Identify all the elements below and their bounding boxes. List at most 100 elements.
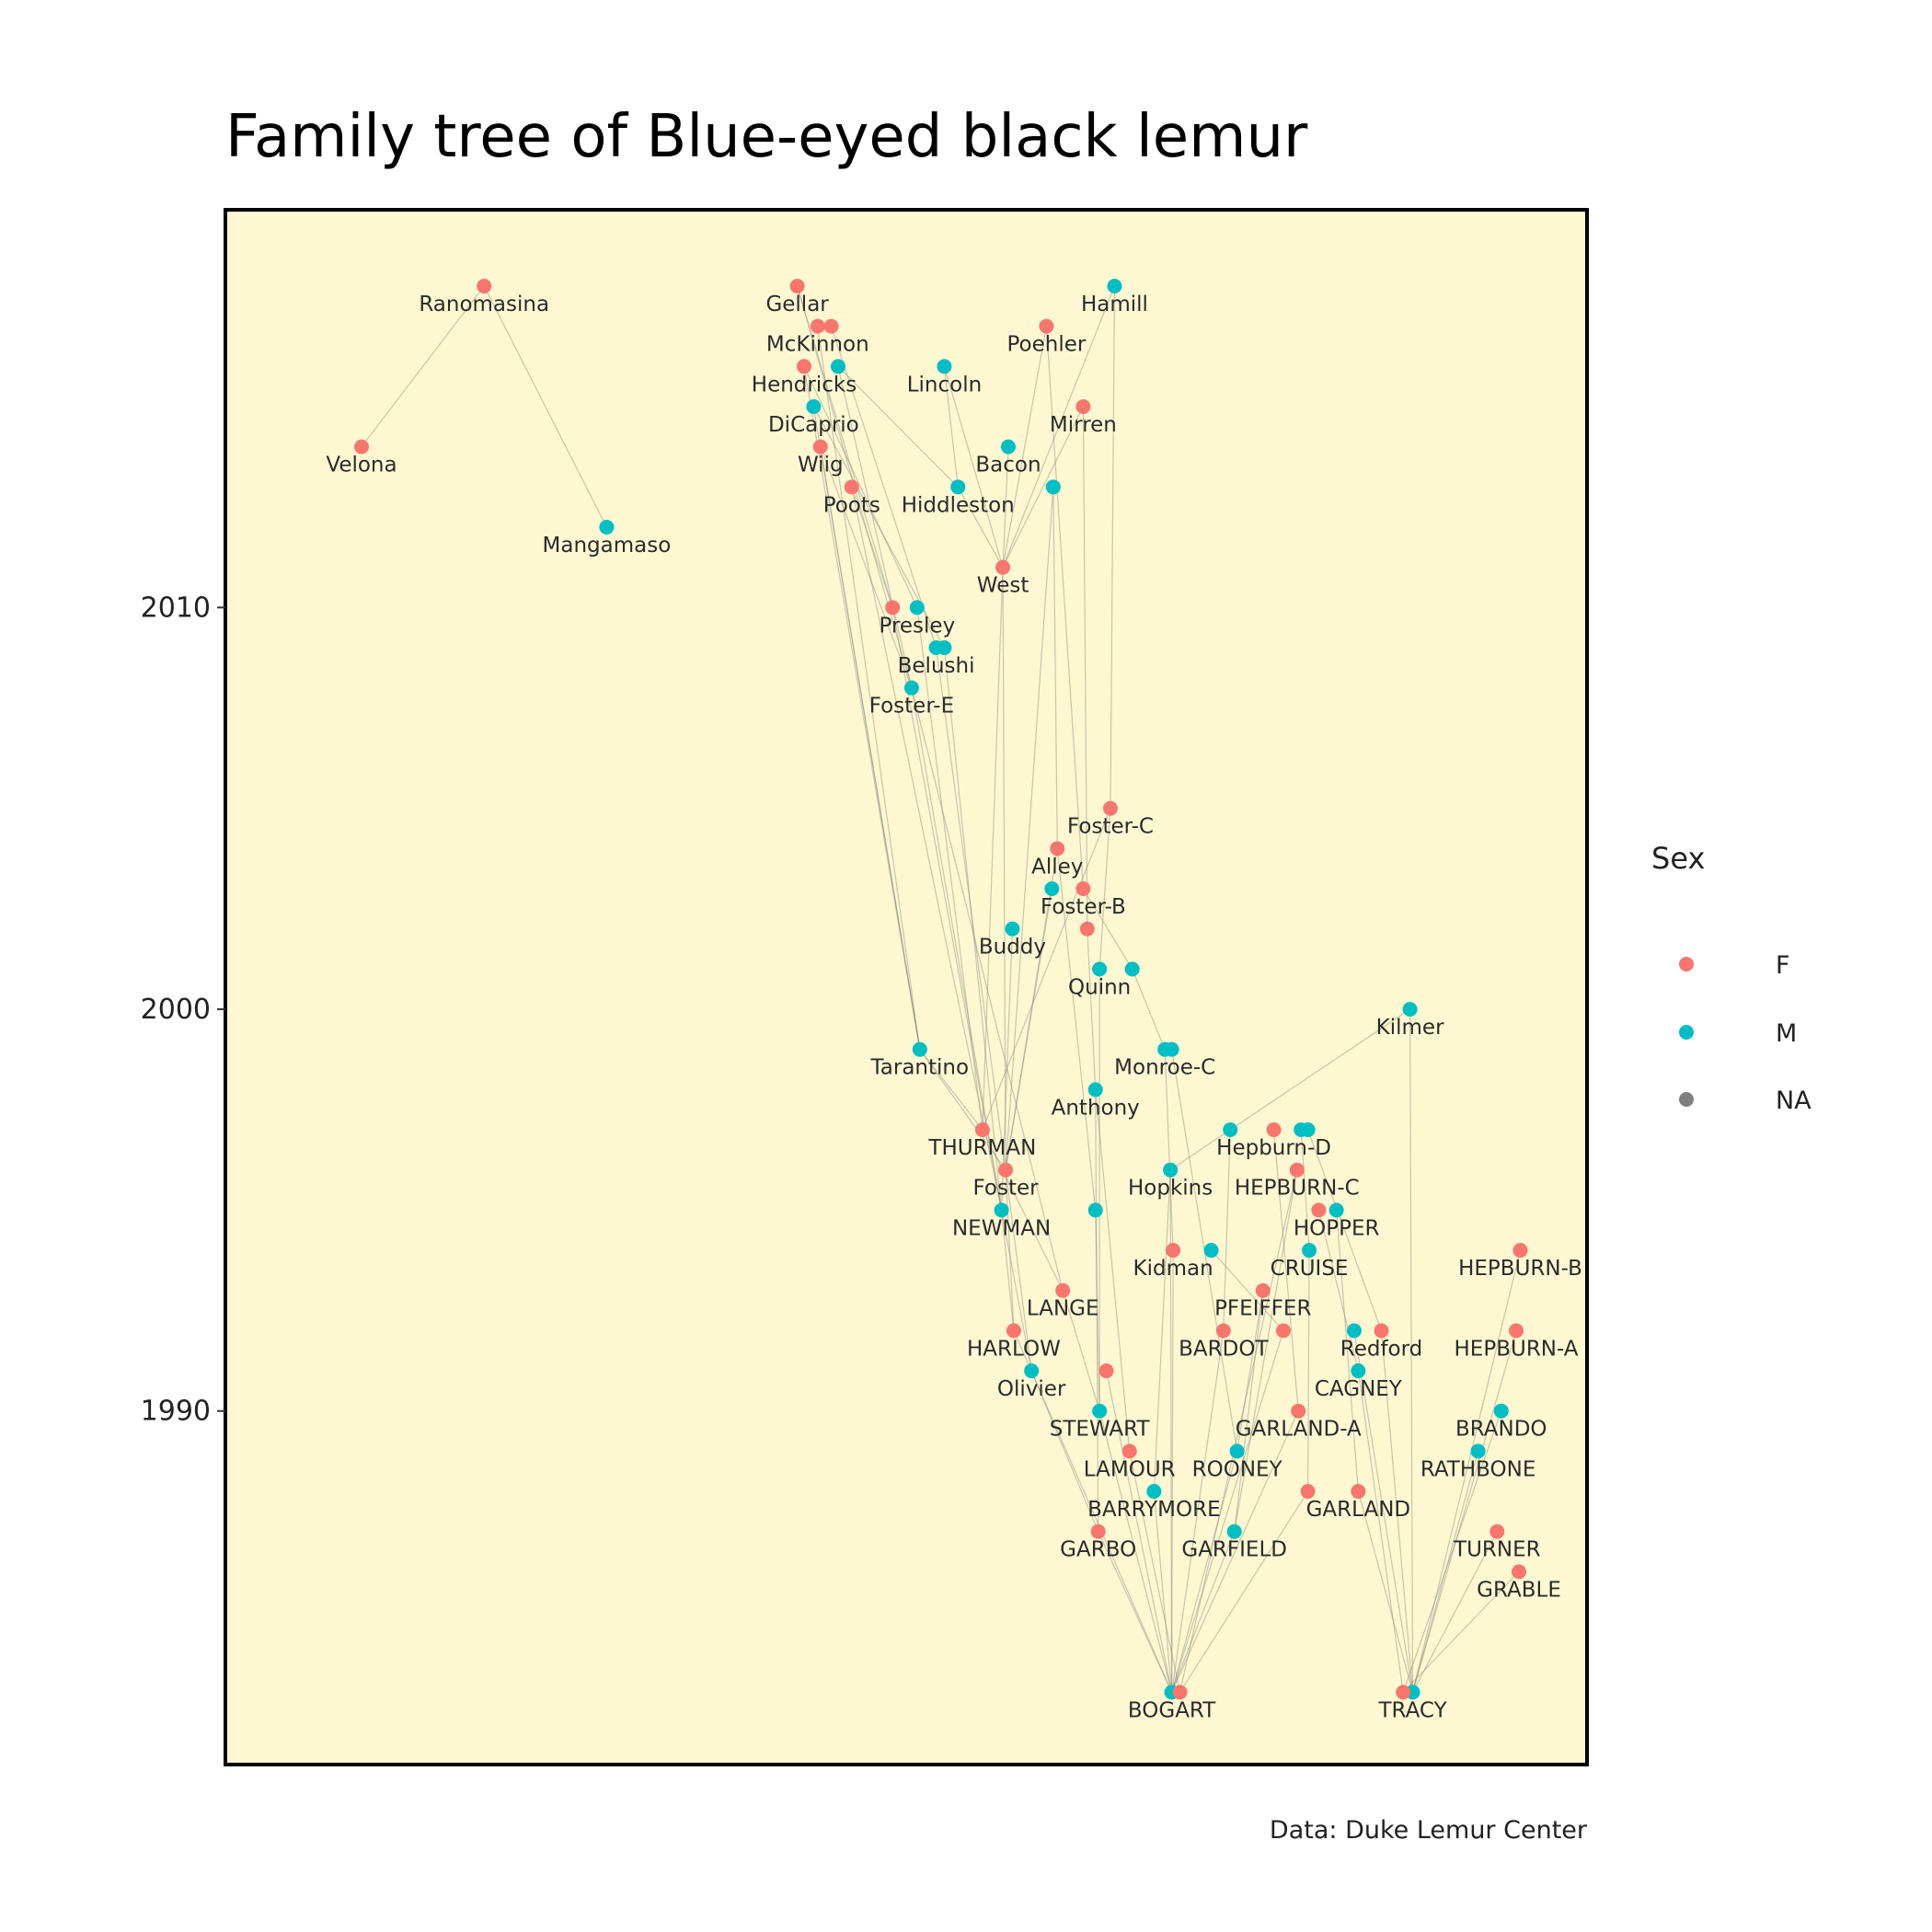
pedigree-edge	[982, 567, 1004, 1131]
pedigree-edge	[1002, 285, 1115, 568]
plot-border	[224, 208, 1589, 1766]
pedigree-edge	[797, 285, 893, 608]
pedigree-edge	[1171, 1451, 1238, 1693]
lemur-name-label: Alley	[1031, 855, 1083, 879]
lemur-name-label: McKinnon	[766, 333, 869, 357]
lemur-point	[1374, 1323, 1389, 1339]
y-tick-label: 1990	[141, 1396, 211, 1428]
lemur-name-label: Gellar	[765, 293, 829, 316]
lemur-point	[885, 600, 901, 615]
lemur-point	[844, 479, 859, 495]
lemur-point	[1163, 1162, 1179, 1178]
pedigree-edge	[1412, 1531, 1498, 1693]
lemur-point	[1509, 1323, 1524, 1339]
lemur-name-label: HEPBURN-A	[1455, 1337, 1579, 1361]
pedigree-edge	[1001, 1210, 1032, 1372]
lemur-name-label: LANGE	[1027, 1297, 1099, 1321]
pedigree-edges	[361, 285, 1522, 1693]
lemur-name-label: BOGART	[1128, 1698, 1216, 1722]
lemur-name-label: Quinn	[1068, 975, 1131, 999]
lemur-point	[1050, 841, 1065, 857]
lemur-name-label: GARBO	[1060, 1538, 1136, 1562]
lemur-point	[1215, 1323, 1231, 1339]
lemur-name-label: PFEIFFER	[1214, 1297, 1311, 1321]
lemur-point	[1203, 1243, 1219, 1259]
lemur-point	[1146, 1484, 1162, 1500]
lemur-name-label: Ranomasina	[419, 293, 549, 316]
lemur-point	[912, 1041, 927, 1057]
node-labels: Ranomasina Velona Mangamaso Gellar McKinnon H…	[326, 293, 1581, 1722]
pedigree-edge	[1353, 1330, 1414, 1693]
pedigree-edge	[1171, 1330, 1284, 1693]
pedigree-edge	[1110, 285, 1116, 809]
lemur-name-label: Poots	[823, 493, 880, 517]
lemur-point	[831, 359, 845, 374]
legend-swatch-f	[1679, 957, 1694, 972]
pedigree-edge	[1005, 487, 1054, 1170]
plot-panel	[225, 210, 1587, 1765]
pedigree-edge	[1087, 928, 1097, 1090]
pedigree-edge	[1234, 1169, 1298, 1532]
lemur-name-label: Redford	[1340, 1337, 1423, 1361]
pedigree-edge	[1300, 1129, 1310, 1251]
lemur-name-label: THURMAN	[927, 1136, 1036, 1160]
pedigree-edge	[916, 607, 983, 1131]
legend-label-na: NA	[1776, 1087, 1811, 1115]
pedigree-edge	[1098, 1410, 1173, 1693]
lemur-point	[1075, 881, 1091, 897]
lemur-point	[1255, 1282, 1271, 1298]
pedigree-edge	[1045, 326, 1084, 890]
lemur-name-label: Mangamaso	[543, 534, 672, 558]
lemur-point	[810, 318, 825, 334]
pedigree-edge	[1179, 1490, 1309, 1693]
pedigree-edge	[361, 285, 485, 448]
pedigree-edge	[982, 808, 1111, 1131]
pedigree-edge	[919, 1049, 1006, 1171]
pedigree-edge	[1005, 848, 1058, 1170]
lemur-name-label: Velona	[326, 454, 397, 477]
pedigree-edge	[1380, 1330, 1414, 1693]
lemur-point	[1351, 1484, 1366, 1500]
lemur-point	[1470, 1443, 1486, 1459]
pedigree-edge	[1171, 1531, 1236, 1693]
lemur-point	[1087, 1202, 1103, 1218]
lemur-name-label: Hepburn-D	[1216, 1136, 1331, 1160]
lemur-name-label: Foster-C	[1067, 815, 1154, 839]
pedigree-edge	[1171, 1410, 1299, 1693]
pedigree-edge	[1236, 1290, 1264, 1452]
pedigree-edge	[1098, 1531, 1173, 1693]
pedigree-edge	[1095, 1210, 1100, 1411]
pedigree-edge	[891, 607, 1003, 1211]
lemur-name-label: TRACY	[1377, 1698, 1447, 1722]
lemur-point	[1346, 1323, 1362, 1339]
pedigree-edge	[1105, 1370, 1173, 1693]
lemur-name-label: Bacon	[975, 454, 1041, 477]
lemur-point	[797, 359, 811, 374]
lemur-point	[599, 519, 615, 535]
pedigree-edge	[1411, 1249, 1522, 1693]
lemur-point	[1512, 1564, 1526, 1580]
lemur-point	[1087, 1082, 1103, 1098]
pedigree-edge	[1317, 1210, 1359, 1372]
lemur-point	[823, 318, 839, 334]
pedigree-edge	[1132, 969, 1166, 1050]
lemur-name-label: BARRYMORE	[1087, 1498, 1221, 1522]
lemur-name-label: Foster-E	[869, 695, 954, 719]
lemur-point	[1044, 881, 1060, 897]
lemur-point	[1024, 1363, 1040, 1379]
lemur-name-label: GARFIELD	[1181, 1538, 1287, 1562]
pedigree-nodes	[354, 278, 1528, 1700]
lemur-point	[995, 559, 1011, 575]
pedigree-edge	[1306, 1250, 1310, 1492]
pedigree-edge	[911, 687, 1064, 1291]
legend-label-m: M	[1776, 1019, 1797, 1048]
lemur-point	[909, 600, 925, 615]
pedigree-edge	[1171, 1330, 1225, 1693]
pedigree-edge	[1002, 326, 1048, 568]
lemur-point	[994, 1202, 1009, 1218]
lemur-name-label: BARDOT	[1179, 1337, 1269, 1361]
pedigree-edge	[1402, 1570, 1520, 1693]
pedigree-edge	[817, 326, 921, 1050]
pedigree-edge	[1062, 1290, 1100, 1411]
lemur-name-label: Belushi	[898, 654, 975, 678]
